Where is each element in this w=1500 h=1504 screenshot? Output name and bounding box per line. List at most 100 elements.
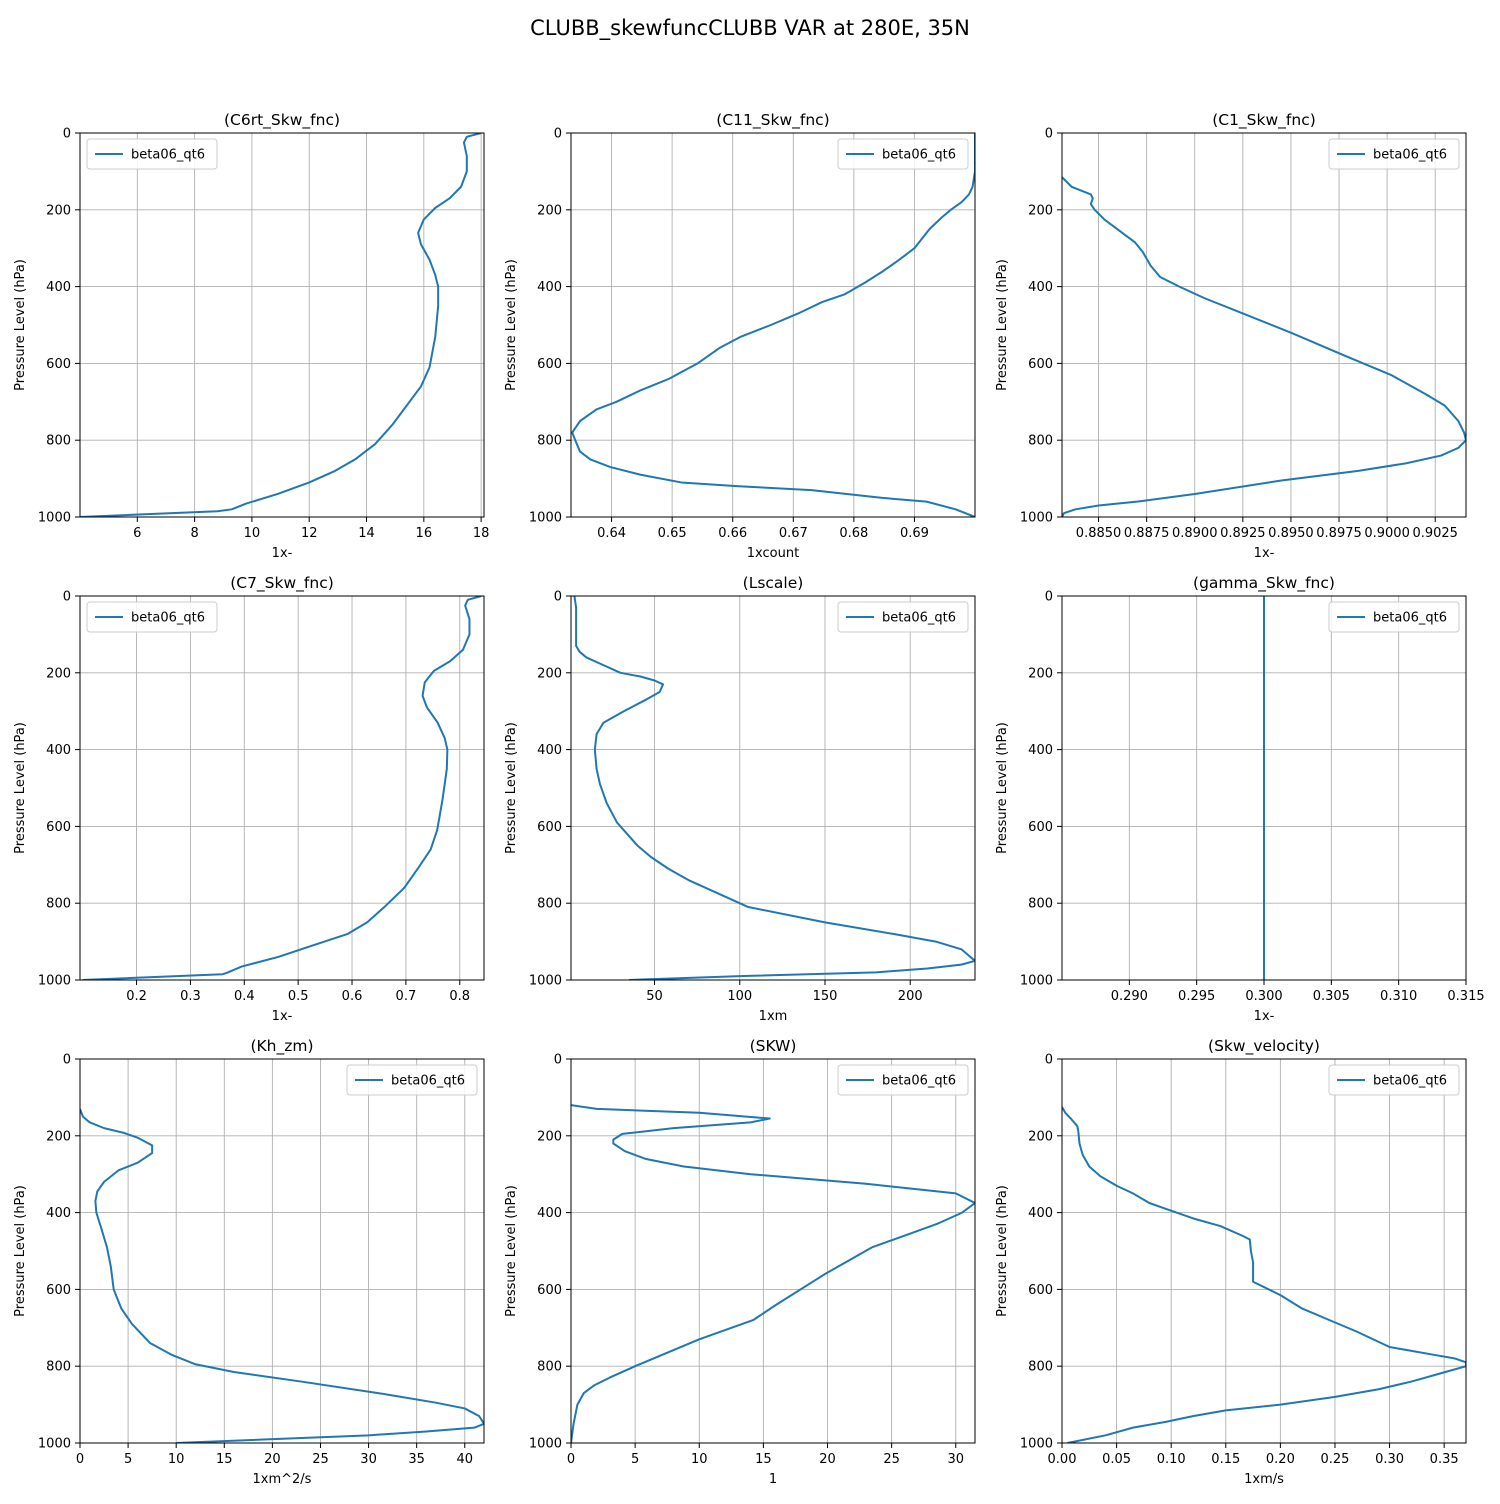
x-tick-label: 10 [244,526,261,541]
y-tick-label: 800 [537,897,562,912]
subplot: 0.00 0.05 0.10 0.15 0.20 0.25 0.30 0.35 0 200 400 6… [995,1037,1467,1487]
x-tick-label: 0.69 [900,526,929,541]
y-tick-label: 1000 [38,1437,71,1452]
x-tick-label: 0.8975 [1316,526,1362,541]
y-tick-label: 600 [1028,1283,1053,1298]
x-tick-label: 20 [264,1452,281,1467]
legend-label: beta06_qt6 [1373,611,1447,626]
subplot-title: (gamma_Skw_fnc) [1193,574,1335,593]
legend: beta06_qt6 [346,1064,478,1096]
y-tick-label: 0 [63,127,71,142]
subplot: 0.64 0.65 0.66 0.67 0.68 0.69 0 200 400 600 800 100… [504,111,976,561]
legend-box [346,1064,478,1096]
y-tick-label: 800 [537,434,562,449]
plot-area [80,596,484,980]
y-axis-label: Pressure Level (hPa) [13,1185,28,1317]
x-axis-label: 1xm [759,1009,788,1024]
x-tick-label: 0.300 [1245,989,1282,1004]
y-axis-label: Pressure Level (hPa) [504,259,519,391]
legend-label: beta06_qt6 [131,611,205,626]
y-axis-label: Pressure Level (hPa) [995,1185,1010,1317]
y-tick-label: 400 [46,280,71,295]
y-tick-label: 600 [46,357,71,372]
y-tick-label: 800 [1028,1360,1053,1375]
y-tick-label: 1000 [1020,974,1053,989]
y-tick-label: 800 [46,897,71,912]
x-axis-label: 1x- [1254,1009,1275,1024]
y-tick-label: 0 [554,127,562,142]
x-axis-label: 1 [769,1472,777,1487]
x-tick-label: 0.295 [1178,989,1215,1004]
y-tick-label: 1000 [529,974,562,989]
y-tick-label: 200 [46,1129,71,1144]
legend-box [837,1064,969,1096]
x-tick-label: 0.2 [126,989,147,1004]
y-axis-label: Pressure Level (hPa) [995,259,1010,391]
x-tick-label: 0.9025 [1412,526,1458,541]
x-axis-label: 1x- [1254,546,1275,561]
y-axis-label: Pressure Level (hPa) [504,1185,519,1317]
figure-title: CLUBB_skewfuncCLUBB VAR at 280E, 35N [530,16,970,40]
x-tick-label: 0.8850 [1076,526,1122,541]
y-axis-label: Pressure Level (hPa) [13,722,28,854]
legend-label: beta06_qt6 [391,1074,465,1089]
x-tick-label: 5 [124,1452,132,1467]
subplot-title: (C6rt_Skw_fnc) [224,111,340,130]
x-tick-label: 0.5 [288,989,309,1004]
x-tick-label: 0.8925 [1220,526,1266,541]
x-tick-label: 0.8875 [1124,526,1170,541]
y-tick-label: 200 [46,203,71,218]
legend: beta06_qt6 [837,601,969,633]
y-axis-label: Pressure Level (hPa) [13,259,28,391]
legend: beta06_qt6 [837,1064,969,1096]
x-tick-label: 15 [755,1452,772,1467]
legend: beta06_qt6 [86,601,218,633]
y-tick-label: 200 [1028,1129,1053,1144]
subplot: 0 5 10 15 20 25 30 35 4002004006008001000(Kh_zm)… [13,1037,485,1487]
legend-box [86,138,218,170]
subplot: 50 100 150 200 0 200 400 600 800 1000 (Lscale) 1xm P… [504,574,976,1024]
x-tick-label: 15 [216,1452,233,1467]
x-tick-label: 0.305 [1313,989,1350,1004]
y-tick-label: 0 [554,590,562,605]
y-tick-label: 1000 [1020,1437,1053,1452]
x-tick-label: 6 [133,526,141,541]
x-tick-label: 0.67 [779,526,808,541]
x-tick-label: 20 [819,1452,836,1467]
x-axis-label: 1xm/s [1244,1472,1284,1487]
x-tick-label: 35 [408,1452,425,1467]
plot-area [571,596,975,980]
y-tick-label: 400 [1028,1206,1053,1221]
y-tick-label: 600 [46,1283,71,1298]
x-tick-label: 0 [76,1452,84,1467]
y-tick-label: 400 [46,743,71,758]
subplot: 0.290 0.295 0.300 0.305 0.310 0.315 0 200 400 600… [995,574,1485,1024]
axes-frame [79,132,485,518]
x-tick-label: 30 [360,1452,377,1467]
y-tick-label: 200 [537,203,562,218]
x-tick-label: 40 [456,1452,473,1467]
y-tick-label: 600 [1028,357,1053,372]
legend-box [86,601,218,633]
axes-frame [1061,1058,1467,1444]
series-line [82,596,482,980]
legend-label: beta06_qt6 [882,611,956,626]
y-tick-label: 400 [537,280,562,295]
y-tick-label: 200 [46,666,71,681]
x-axis-label: 1x- [272,546,293,561]
subplot-title: (SKW) [750,1037,797,1055]
subplot-title: (C11_Skw_fnc) [716,111,829,130]
x-tick-label: 10 [691,1452,708,1467]
x-tick-label: 5 [631,1452,639,1467]
y-tick-label: 400 [46,1206,71,1221]
plot-area [1062,133,1466,517]
y-tick-label: 200 [537,666,562,681]
subplot-title: (C7_Skw_fnc) [230,574,334,593]
x-tick-label: 0.30 [1375,1452,1404,1467]
x-tick-label: 0.8950 [1268,526,1314,541]
series-line [80,1108,484,1443]
x-tick-label: 150 [813,989,838,1004]
axes-frame [79,595,485,981]
